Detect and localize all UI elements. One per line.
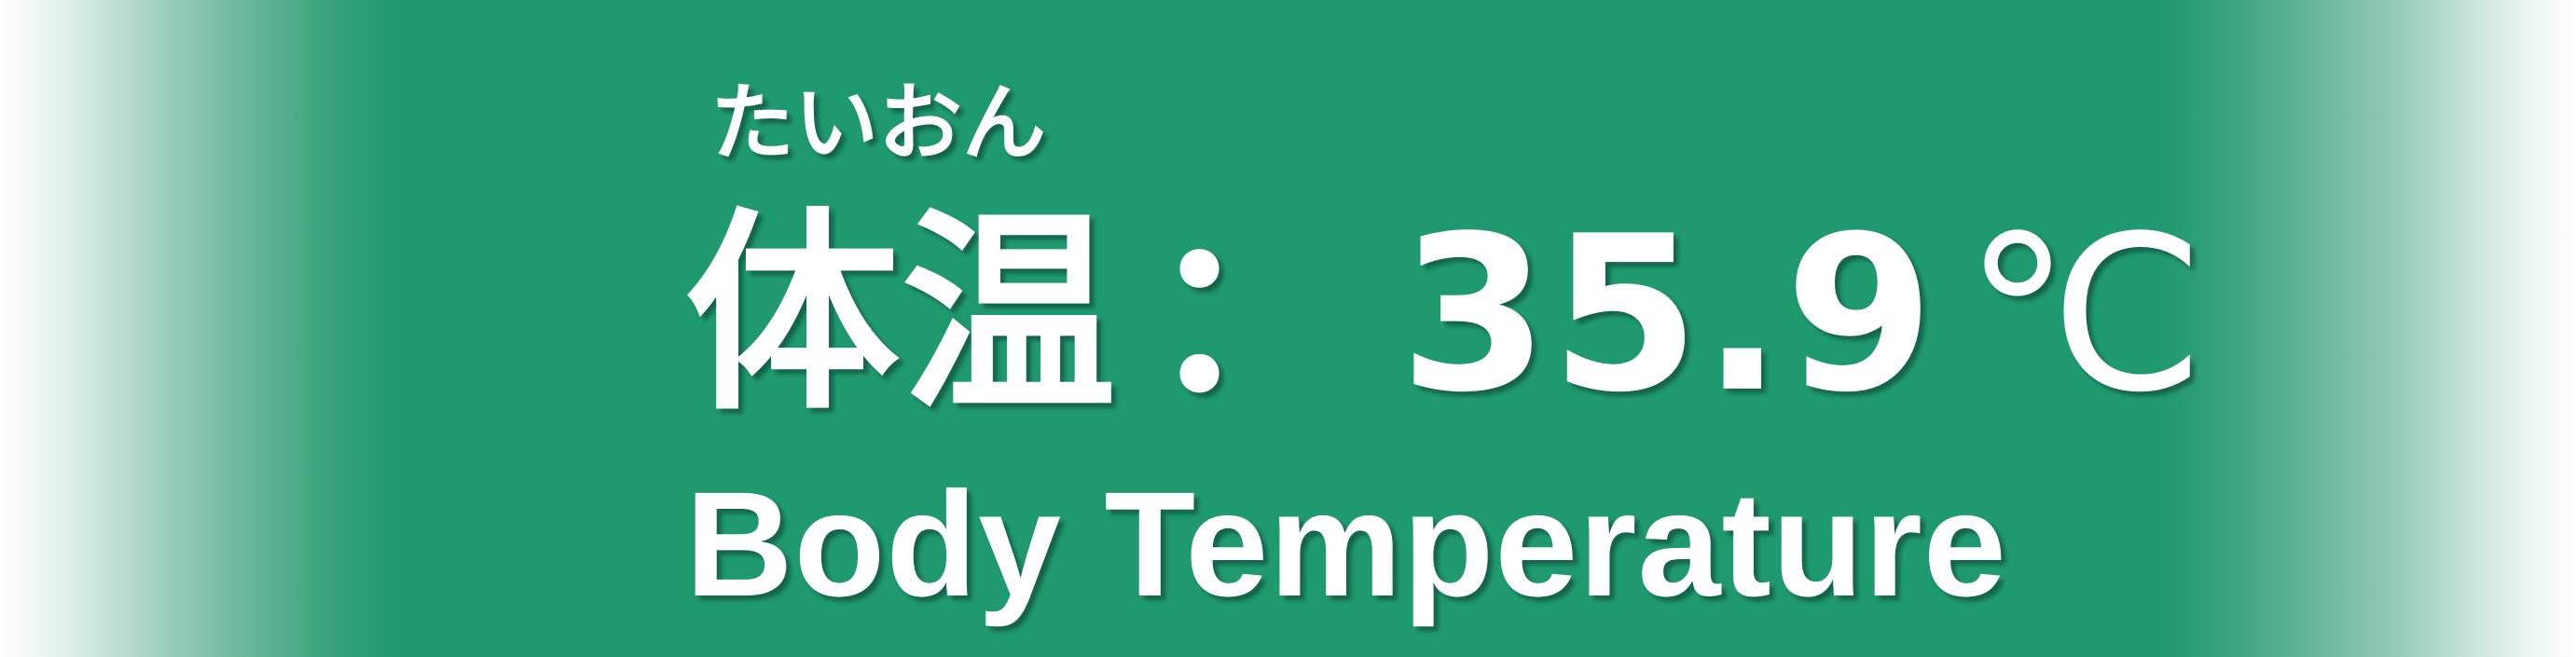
temperature-reading: 体温： 35.9 ℃ <box>685 209 2207 423</box>
temperature-unit: ℃ <box>1963 191 2207 440</box>
separator: ： <box>1146 191 1363 440</box>
label-jp: 体温 <box>685 191 1119 440</box>
label-en: Body Temperature <box>685 460 2007 627</box>
furigana-reading: たいおん <box>710 75 1046 172</box>
temperature-value: 35.9 <box>1399 191 1936 440</box>
